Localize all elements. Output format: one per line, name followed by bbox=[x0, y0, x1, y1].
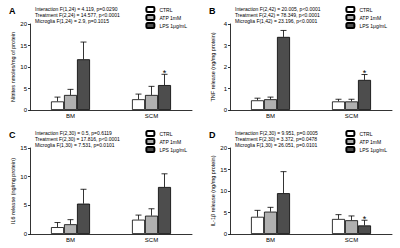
svg-text:20: 20 bbox=[20, 21, 27, 27]
svg-text:Treatment F(2,30) = 17.816, p<: Treatment F(2,30) = 17.816, p<0.0001 bbox=[35, 136, 120, 142]
svg-text:BM: BM bbox=[66, 113, 75, 119]
svg-text:IL6 release (ng/mg protein): IL6 release (ng/mg protein) bbox=[10, 158, 16, 224]
svg-text:2: 2 bbox=[224, 64, 228, 70]
svg-text:SCM: SCM bbox=[345, 237, 358, 243]
svg-text:LPS 1μg/mL: LPS 1μg/mL bbox=[159, 23, 187, 29]
svg-text:B: B bbox=[209, 6, 216, 16]
svg-text:CTRL: CTRL bbox=[359, 131, 372, 137]
svg-text:A: A bbox=[9, 6, 16, 16]
svg-text:0: 0 bbox=[224, 107, 228, 113]
svg-text:ATP 1mM: ATP 1mM bbox=[359, 139, 381, 145]
svg-text:BM: BM bbox=[266, 113, 275, 119]
svg-text:C: C bbox=[9, 130, 16, 140]
svg-text:20: 20 bbox=[220, 145, 227, 151]
svg-text:Treatment F(2,30) = 3.372, p=0: Treatment F(2,30) = 3.372, p=0.0478 bbox=[235, 136, 318, 142]
svg-text:D: D bbox=[209, 130, 216, 140]
svg-text:*: * bbox=[163, 68, 167, 78]
svg-text:Microglia F(1,24) = 2.9, p=0.1: Microglia F(1,24) = 2.9, p=0.1015 bbox=[35, 18, 109, 24]
svg-text:4: 4 bbox=[224, 21, 228, 27]
svg-text:Microglia F(1,42) = 23.196, p<: Microglia F(1,42) = 23.196, p<0.0001 bbox=[235, 18, 317, 24]
svg-text:0: 0 bbox=[224, 231, 228, 237]
svg-text:Interaction F(2,30) = 9.951, p: Interaction F(2,30) = 9.951, p=0.0005 bbox=[235, 130, 318, 136]
svg-text:10: 10 bbox=[20, 174, 27, 180]
svg-text:5: 5 bbox=[24, 202, 28, 208]
svg-text:BM: BM bbox=[66, 237, 75, 243]
svg-text:SCM: SCM bbox=[345, 113, 358, 119]
svg-text:1: 1 bbox=[224, 86, 228, 92]
svg-text:ATP 1mM: ATP 1mM bbox=[159, 15, 181, 21]
svg-text:BM: BM bbox=[266, 237, 275, 243]
svg-text:15: 15 bbox=[20, 43, 27, 49]
svg-text:15: 15 bbox=[20, 145, 27, 151]
svg-text:ATP 1mM: ATP 1mM bbox=[359, 15, 381, 21]
svg-text:Microglia F(1,30) = 7.531, p=0: Microglia F(1,30) = 7.531, p=0.0101 bbox=[35, 142, 115, 148]
svg-text:SCM: SCM bbox=[145, 237, 158, 243]
svg-text:Interaction F(2,30) = 0.5, p=0: Interaction F(2,30) = 0.5, p=0.6119 bbox=[35, 130, 112, 136]
svg-text:5: 5 bbox=[24, 86, 28, 92]
svg-text:Treatment F(2,24) = 14.577, p<: Treatment F(2,24) = 14.577, p<0.0001 bbox=[35, 12, 120, 18]
svg-text:10: 10 bbox=[220, 188, 227, 194]
svg-text:Nitrites nmoles/mg of protein: Nitrites nmoles/mg of protein bbox=[10, 32, 16, 102]
svg-text:CTRL: CTRL bbox=[159, 131, 172, 137]
svg-text:LPS 1μg/mL: LPS 1μg/mL bbox=[359, 23, 387, 29]
svg-text:CTRL: CTRL bbox=[359, 7, 372, 13]
svg-text:SCM: SCM bbox=[145, 113, 158, 119]
svg-text:0: 0 bbox=[24, 107, 28, 113]
svg-text:Microglia F(1,30) = 26.051, p=: Microglia F(1,30) = 26.051, p=0.0101 bbox=[235, 142, 317, 148]
svg-text:TNF release (ng/mg protein): TNF release (ng/mg protein) bbox=[210, 32, 216, 101]
svg-text:5: 5 bbox=[224, 210, 228, 216]
svg-text:Interaction F(1,24) = 4.119, p: Interaction F(1,24) = 4.119, p=0.0290 bbox=[35, 6, 118, 12]
svg-text:10: 10 bbox=[20, 64, 27, 70]
svg-text:LPS 1μg/mL: LPS 1μg/mL bbox=[359, 147, 387, 153]
svg-text:0: 0 bbox=[24, 231, 28, 237]
svg-text:3: 3 bbox=[224, 43, 228, 49]
svg-text:15: 15 bbox=[220, 167, 227, 173]
svg-text:LPS 1μg/mL: LPS 1μg/mL bbox=[159, 147, 187, 153]
svg-text:*: * bbox=[363, 214, 367, 224]
svg-text:ATP 1mM: ATP 1mM bbox=[159, 139, 181, 145]
svg-text:CTRL: CTRL bbox=[159, 7, 172, 13]
svg-text:Treatment F(2,42) = 78.349, p<: Treatment F(2,42) = 78.349, p<0.0001 bbox=[235, 12, 320, 18]
svg-text:*: * bbox=[363, 68, 367, 78]
svg-text:IL-1β release (ng/mg protein): IL-1β release (ng/mg protein) bbox=[210, 155, 216, 226]
svg-text:Interaction F(2,42) = 20.005,: Interaction F(2,42) = 20.005, p<0.0001 bbox=[235, 6, 321, 12]
